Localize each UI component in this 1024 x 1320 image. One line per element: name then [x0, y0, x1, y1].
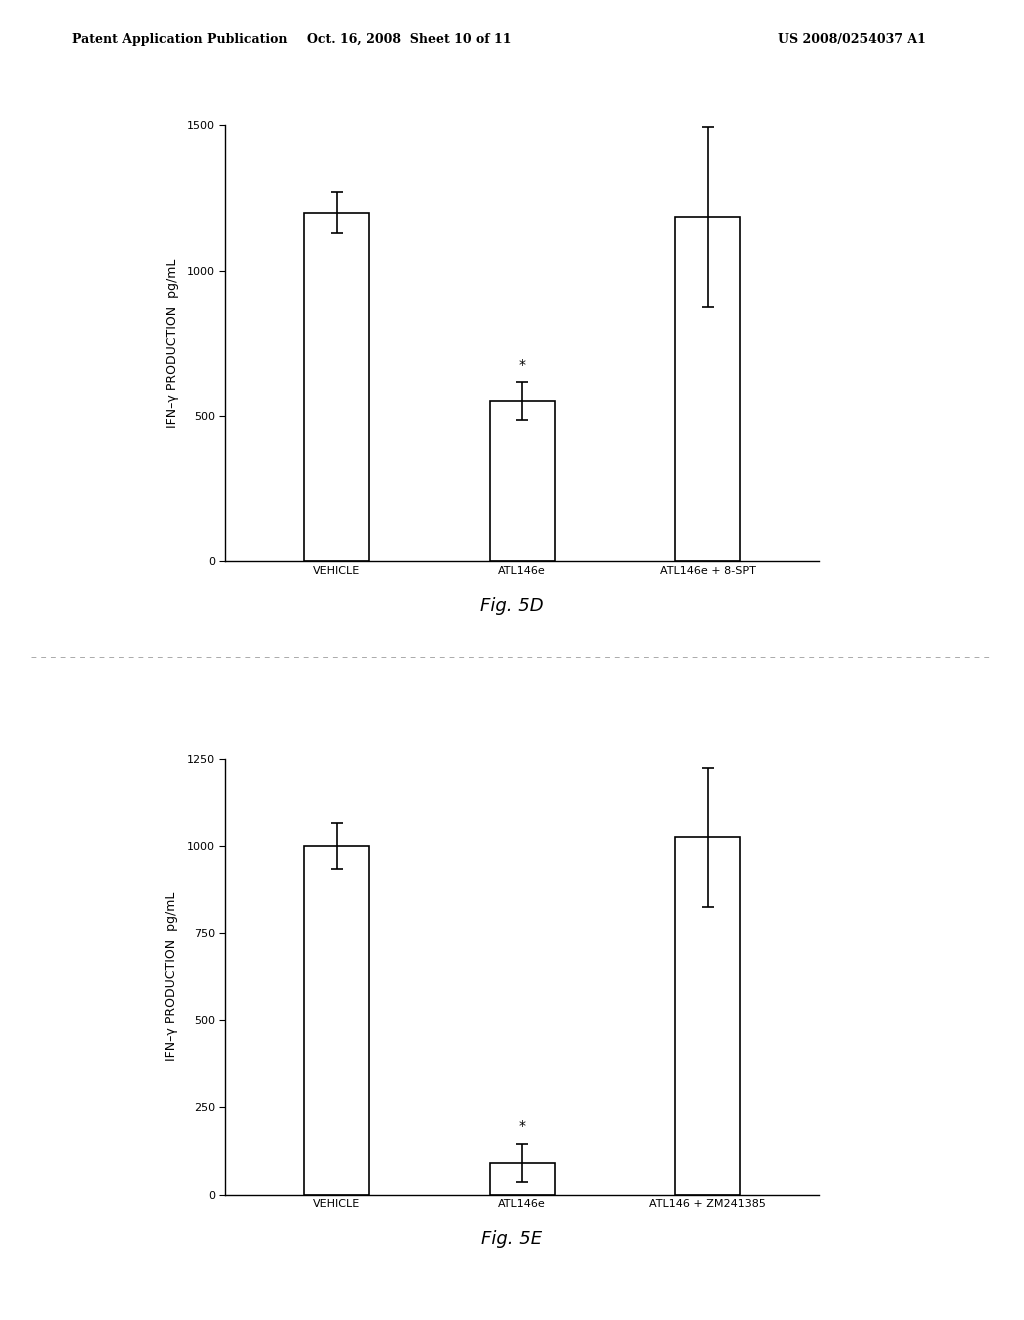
Bar [489, 401, 555, 561]
Bar [676, 216, 740, 561]
Text: Fig. 5E: Fig. 5E [481, 1230, 543, 1249]
Text: US 2008/0254037 A1: US 2008/0254037 A1 [778, 33, 926, 46]
Bar [489, 1163, 555, 1195]
Text: Patent Application Publication: Patent Application Publication [72, 33, 287, 46]
Bar [676, 837, 740, 1195]
Y-axis label: IFN–γ PRODUCTION  pg/mL: IFN–γ PRODUCTION pg/mL [166, 259, 178, 428]
Text: *: * [519, 1119, 525, 1133]
Bar [304, 213, 369, 561]
Text: *: * [519, 358, 525, 371]
Text: Fig. 5D: Fig. 5D [480, 597, 544, 615]
Y-axis label: IFN–γ PRODUCTION  pg/mL: IFN–γ PRODUCTION pg/mL [166, 892, 178, 1061]
Bar [304, 846, 369, 1195]
Text: Oct. 16, 2008  Sheet 10 of 11: Oct. 16, 2008 Sheet 10 of 11 [307, 33, 512, 46]
